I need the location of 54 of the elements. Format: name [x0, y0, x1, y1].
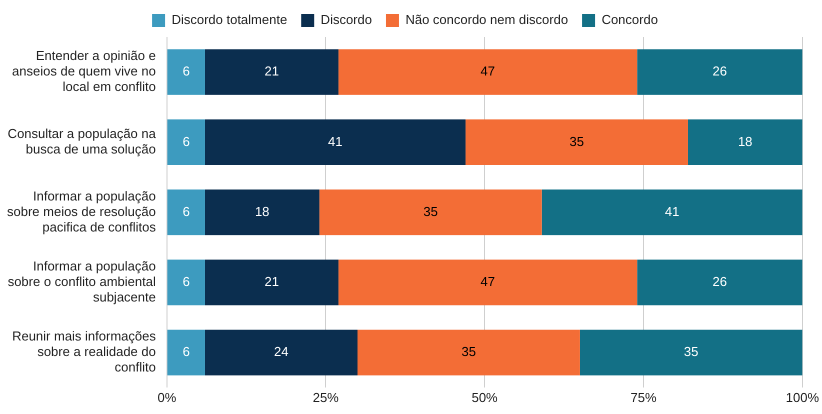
- legend-label: Concordo: [602, 12, 658, 28]
- y-tick-label: Informar a população sobre o conflito ambiental subjacente: [8, 258, 156, 305]
- bar: [204, 260, 338, 306]
- data-label: 21: [264, 64, 279, 79]
- y-tick-label: Entender a opinião e anseios de quem vive no local em conflito: [12, 48, 156, 94]
- bar: [688, 119, 802, 165]
- data-label: 6: [182, 64, 190, 79]
- bar: [204, 330, 358, 376]
- data-label: 6: [182, 134, 190, 149]
- data-label: 35: [684, 344, 698, 360]
- bar: [338, 49, 638, 95]
- bar: [204, 49, 338, 95]
- data-label: 26: [712, 64, 727, 79]
- x-tick-label: 25%: [312, 390, 340, 405]
- data-label: 6: [182, 204, 190, 219]
- data-label: 35: [461, 344, 476, 360]
- bar: [167, 119, 205, 165]
- x-tick-label: 0%: [157, 390, 177, 405]
- bar: [542, 190, 802, 236]
- bar: [580, 330, 802, 376]
- y-tick-label: Reunir mais informações sobre a realidade do conflito: [12, 328, 156, 375]
- bar: [167, 260, 205, 306]
- data-label: 26: [712, 274, 727, 289]
- data-label: 41: [328, 134, 343, 149]
- data-label: 24: [274, 344, 288, 360]
- legend-label: Discordo: [320, 12, 372, 28]
- legend-label: Discordo totalmente: [172, 12, 288, 28]
- bar: [204, 119, 466, 165]
- data-label: 35: [570, 134, 584, 149]
- data-label: 47: [480, 64, 496, 79]
- bar: [204, 190, 320, 236]
- data-label: 41: [664, 204, 680, 219]
- bar: [637, 49, 802, 95]
- y-tick-label: Consultar a população na busca de uma solução: [8, 126, 157, 157]
- data-label: 18: [738, 134, 752, 149]
- data-label: 21: [264, 274, 279, 289]
- x-tick-label: 100%: [786, 390, 820, 405]
- data-label: 6: [182, 274, 190, 289]
- bar: [338, 260, 638, 306]
- data-label: 6: [182, 344, 190, 360]
- bar: [167, 190, 205, 236]
- bar: [167, 49, 205, 95]
- data-label: 35: [423, 204, 438, 219]
- bar: [319, 190, 542, 236]
- bar: [358, 330, 580, 376]
- x-tick-label: 75%: [630, 390, 657, 405]
- bar: [167, 330, 205, 376]
- x-tick-label: 50%: [472, 390, 498, 405]
- data-label: 18: [254, 204, 270, 219]
- bar: [466, 119, 688, 165]
- bar: [637, 260, 802, 306]
- legend-label: Não concordo nem discordo: [405, 12, 568, 28]
- data-label: 47: [480, 274, 496, 289]
- y-tick-label: Informar a população sobre meios de resolução pacifica de conflitos: [7, 188, 156, 234]
